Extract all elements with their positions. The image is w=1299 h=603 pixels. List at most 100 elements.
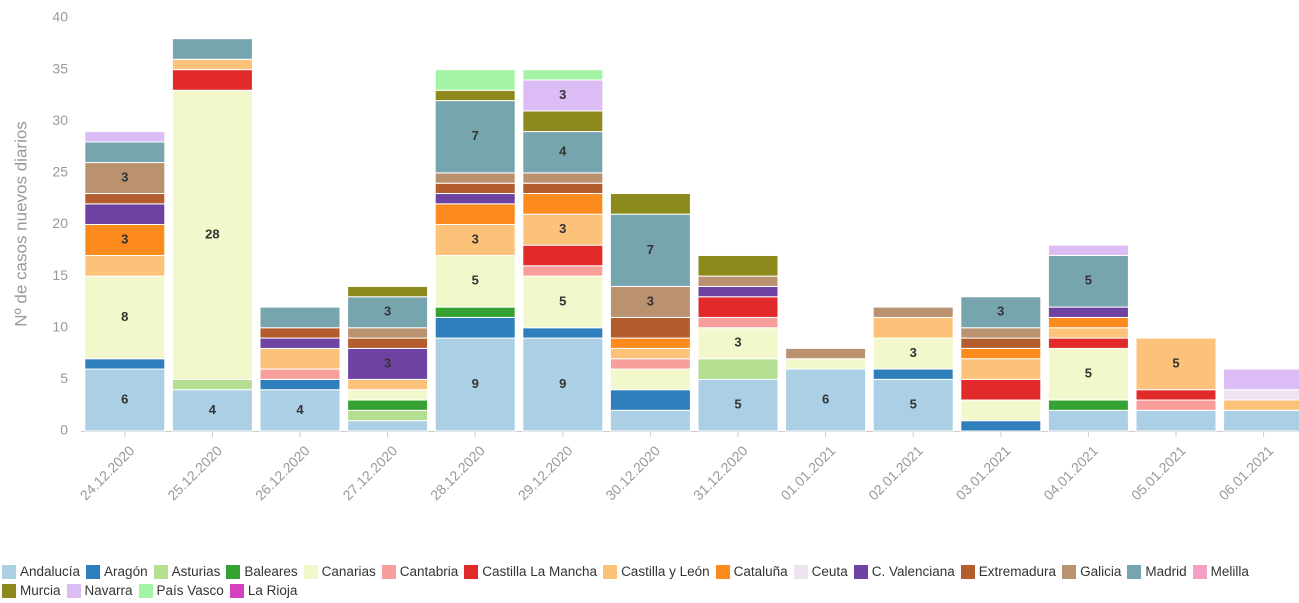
x-tick-label: 24.12.2020 — [77, 442, 138, 503]
legend-swatch — [464, 564, 479, 579]
data-label: 5 — [1172, 355, 1179, 370]
bar-segment — [872, 368, 954, 380]
bar-segment — [434, 337, 516, 432]
data-label: 3 — [384, 355, 391, 370]
bar-segment — [347, 378, 429, 391]
bar-segment — [609, 368, 691, 391]
bar-segment — [785, 358, 867, 370]
bar-segment — [347, 389, 429, 401]
bar-segment — [259, 347, 341, 370]
bar-segment — [609, 193, 691, 215]
legend-item[interactable]: Extremadura — [960, 564, 1056, 579]
y-axis-label: Nº de casos nuevos diarios — [11, 121, 30, 327]
bar-segment — [434, 172, 516, 184]
bar-segment — [1047, 327, 1129, 339]
data-label: 5 — [1085, 273, 1092, 288]
bar-segment — [960, 337, 1042, 349]
bar-segment — [171, 69, 253, 91]
legend-item[interactable]: Castilla y León — [603, 564, 710, 579]
legend-item[interactable]: Navarra — [66, 583, 133, 598]
bar-segment — [347, 420, 429, 432]
bar-segment — [434, 89, 516, 102]
legend-label: Melilla — [1210, 564, 1249, 579]
legend-swatch — [381, 564, 396, 579]
data-label: 5 — [734, 397, 741, 412]
legend-item[interactable]: Ceuta — [793, 564, 848, 579]
bar-segment — [522, 110, 604, 133]
x-tick-label: 02.01.2021 — [865, 442, 926, 503]
legend: Andalucía Aragón Asturias Baleares Canarias C… — [2, 564, 1299, 598]
data-label: 7 — [472, 128, 479, 143]
legend-swatch — [226, 564, 241, 579]
data-label: 5 — [1085, 366, 1092, 381]
legend-label: País Vasco — [156, 583, 224, 598]
bar-segment — [522, 79, 604, 112]
data-label: 3 — [997, 304, 1004, 319]
bar-segment — [347, 337, 429, 349]
legend-swatch — [153, 564, 168, 579]
legend-label: Navarra — [84, 583, 133, 598]
legend-item[interactable]: Galicia — [1062, 564, 1121, 579]
data-label: 8 — [121, 309, 128, 324]
bar-segment — [785, 368, 867, 432]
bar-segment — [697, 378, 779, 432]
data-label: 3 — [910, 345, 917, 360]
bar-segment — [434, 254, 516, 308]
bar-segment — [522, 337, 604, 432]
bar-segment — [960, 347, 1042, 360]
legend-item[interactable]: Andalucía — [2, 564, 80, 579]
bar-segment — [347, 296, 429, 329]
legend-item[interactable]: La Rioja — [229, 583, 297, 598]
chart: Nº de casos nuevos diarios 0510152025303… — [11, 9, 1299, 503]
x-tick-label: 05.01.2021 — [1128, 442, 1189, 503]
bar-segment — [347, 285, 429, 298]
legend-item[interactable]: Canarias — [303, 564, 376, 579]
legend-item[interactable]: Madrid — [1127, 564, 1187, 579]
bar-segment — [1223, 409, 1299, 432]
bar-segment — [960, 378, 1042, 401]
data-label: 5 — [472, 273, 479, 288]
bar-segment — [347, 409, 429, 422]
legend-item[interactable]: Murcia — [2, 583, 61, 598]
bar-segment — [697, 254, 779, 277]
legend-item[interactable]: Castilla La Mancha — [464, 564, 597, 579]
legend-label: Cantabria — [399, 564, 459, 579]
y-tick-label: 15 — [52, 267, 68, 283]
bar-segment — [1135, 409, 1217, 432]
legend-item[interactable]: Aragón — [86, 564, 148, 579]
bar-segment — [84, 368, 166, 432]
legend-item[interactable]: Baleares — [226, 564, 298, 579]
bar-segment — [960, 399, 1042, 422]
x-tick-label: 28.12.2020 — [427, 442, 488, 503]
bar-segment — [1047, 409, 1129, 432]
x-tick-label: 29.12.2020 — [515, 442, 576, 503]
bar-segment — [522, 265, 604, 277]
bar-segment — [259, 389, 341, 432]
bar-segment — [171, 378, 253, 391]
bar-segment — [697, 358, 779, 380]
bar-segment — [522, 327, 604, 339]
legend-swatch — [853, 564, 868, 579]
bar-segment — [84, 193, 166, 205]
legend-item[interactable]: País Vasco — [138, 583, 224, 598]
data-label: 5 — [559, 293, 566, 308]
legend-item[interactable]: Melilla — [1192, 564, 1249, 579]
data-label: 4 — [559, 144, 567, 159]
legend-item[interactable]: Cataluña — [715, 564, 788, 579]
legend-item[interactable]: Asturias — [153, 564, 220, 579]
legend-item[interactable]: Cantabria — [381, 564, 459, 579]
bar-segment — [1047, 399, 1129, 411]
legend-swatch — [1192, 564, 1207, 579]
bar-segment — [259, 378, 341, 391]
bar-segment — [697, 316, 779, 329]
bar-segment — [609, 347, 691, 360]
data-label: 3 — [647, 293, 654, 308]
x-tick-label: 26.12.2020 — [252, 442, 313, 503]
bar-segment — [872, 316, 954, 339]
bar-segment — [434, 203, 516, 226]
legend-swatch — [2, 564, 16, 579]
legend-swatch — [303, 564, 318, 579]
legend-item[interactable]: C. Valenciana — [853, 564, 955, 579]
bar-segment — [171, 89, 253, 380]
